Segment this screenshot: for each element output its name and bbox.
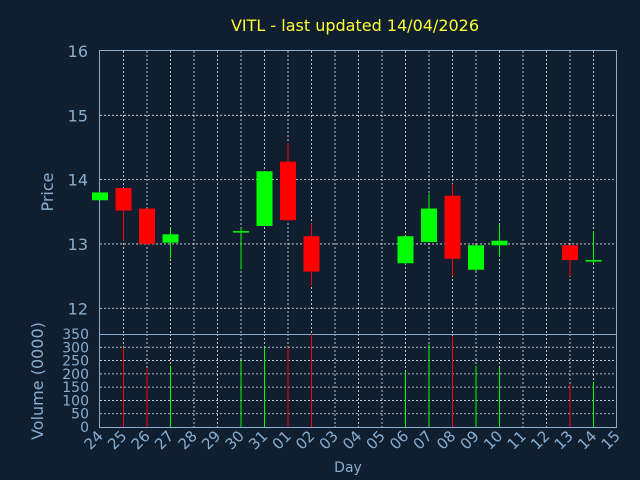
- candle-body: [303, 236, 320, 272]
- x-tick-labels: 2425262728293031010203040506070809101112…: [81, 427, 624, 453]
- x-axis-label: Day: [334, 460, 362, 476]
- x-tick-label: 29: [198, 427, 224, 453]
- price-tick-label: 15: [68, 106, 88, 125]
- volume-tick-label: 200: [62, 367, 89, 383]
- price-grid: [100, 51, 616, 334]
- x-tick-label: 01: [269, 427, 295, 453]
- x-tick-label: 10: [480, 427, 506, 453]
- x-tick-label: 04: [339, 427, 365, 453]
- candle-body: [397, 236, 414, 264]
- candle-body: [162, 234, 179, 243]
- volume-grid: [100, 334, 616, 427]
- candle-body: [491, 240, 508, 246]
- x-tick-label: 12: [527, 427, 553, 453]
- x-tick-label: 14: [574, 427, 600, 453]
- candle-body: [280, 161, 296, 221]
- price-panel-frame: [99, 50, 617, 335]
- volume-tick-label: 300: [62, 340, 89, 356]
- volume-panel-frame: [99, 334, 617, 428]
- x-tick-label: 26: [128, 427, 154, 453]
- x-tick-label: 30: [222, 427, 248, 453]
- x-tick-label: 07: [410, 427, 436, 453]
- x-tick-label: 25: [104, 427, 130, 453]
- x-tick-label: 27: [151, 427, 177, 453]
- candle-body: [585, 260, 602, 262]
- x-tick-label: 15: [598, 427, 624, 453]
- candle-body: [562, 245, 578, 261]
- volume-bars: [123, 334, 594, 427]
- price-tick-label: 13: [68, 235, 88, 254]
- price-axis-label: Price: [38, 172, 57, 211]
- chart-title: VITL - last updated 14/04/2026: [231, 16, 479, 35]
- x-tick-label: 28: [175, 427, 201, 453]
- candle-body: [421, 208, 437, 243]
- x-tick-label: 03: [316, 427, 342, 453]
- candle-body: [115, 187, 132, 211]
- x-tick-label: 13: [551, 427, 577, 453]
- volume-tick-label: 50: [71, 407, 89, 423]
- candle-body: [92, 192, 108, 201]
- price-tick-label: 14: [68, 171, 88, 190]
- volume-tick-label: 150: [62, 380, 89, 396]
- x-tick-label: 08: [433, 427, 459, 453]
- x-tick-label: 06: [386, 427, 412, 453]
- volume-tick-label: 100: [62, 393, 89, 409]
- candles: [92, 142, 602, 286]
- candle-body: [444, 195, 461, 259]
- candle-body: [256, 171, 273, 226]
- candle-body: [139, 208, 155, 244]
- price-tick-label: 12: [68, 299, 88, 318]
- price-tick-label: 16: [68, 42, 88, 61]
- x-tick-label: 11: [504, 427, 530, 453]
- volume-tick-label: 250: [62, 354, 89, 370]
- candle-body: [468, 245, 484, 270]
- volume-axis-label: Volume (0000): [28, 322, 47, 440]
- x-tick-label: 05: [363, 427, 389, 453]
- candle-body: [233, 231, 249, 233]
- x-tick-label: 02: [292, 427, 318, 453]
- price-tick-labels: 12 13 14 15 16: [68, 42, 88, 318]
- volume-tick-label: 350: [62, 327, 89, 343]
- x-tick-label: 09: [457, 427, 483, 453]
- volume-tick-label: 0: [80, 420, 89, 436]
- x-tick-label: 31: [245, 427, 271, 453]
